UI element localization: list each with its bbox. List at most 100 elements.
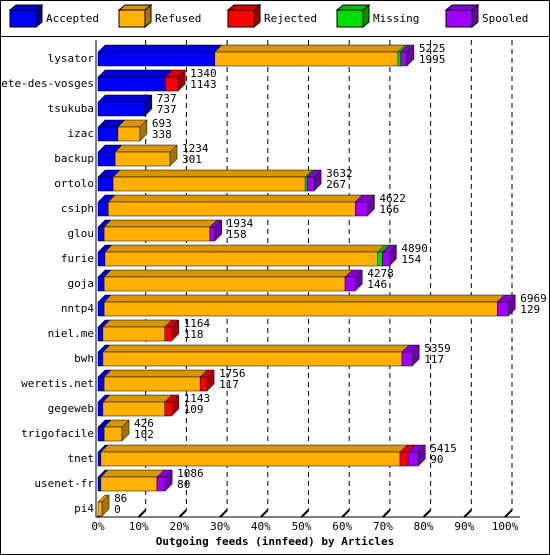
data-label: 4622 [379, 192, 406, 205]
data-label: 6969 [520, 292, 547, 305]
bar [97, 376, 105, 392]
data-label: 118 [184, 328, 204, 341]
x-tick-label: 0% [91, 520, 105, 533]
bar [97, 51, 216, 67]
data-label: 90 [430, 453, 443, 466]
x-tick-label: 70% [373, 520, 393, 533]
y-tick-label: bete-des-vosges [0, 77, 94, 90]
x-tick [178, 509, 188, 518]
data-label: 1164 [184, 317, 211, 330]
data-label: 0 [114, 503, 121, 516]
bar [103, 226, 211, 242]
x-tick [382, 509, 391, 518]
data-label: 1086 [177, 467, 204, 480]
bar [97, 251, 106, 267]
bar [114, 151, 171, 167]
legend-label: Missing [373, 12, 419, 25]
legend-label: Refused [155, 12, 201, 25]
bar [97, 301, 105, 317]
y-tick-label: nntp4 [61, 302, 94, 315]
data-label: 166 [379, 203, 399, 216]
x-tick [137, 509, 147, 518]
y-tick-label: usenet-fr [34, 477, 94, 490]
bar [97, 76, 166, 92]
bar [97, 176, 114, 192]
y-tick-label: goja [68, 277, 95, 290]
legend-swatch [445, 9, 473, 28]
bar [97, 226, 105, 242]
y-tick-label: izac [68, 127, 95, 140]
legend-swatch [118, 9, 146, 28]
bar [97, 426, 105, 442]
x-tick [504, 509, 513, 518]
data-label: 117 [424, 353, 444, 366]
data-label: 109 [184, 403, 204, 416]
bar-top [103, 269, 353, 278]
data-label: 158 [227, 228, 247, 241]
y-tick-label: niel.me [48, 327, 94, 340]
bar [103, 426, 123, 442]
bar-top [214, 44, 406, 53]
bar [399, 451, 409, 467]
data-label: 80 [177, 478, 190, 491]
x-tick-label: 10% [129, 520, 149, 533]
bar [344, 276, 356, 292]
x-tick [341, 509, 350, 518]
x-tick-label: 80% [414, 520, 434, 533]
bar-side [121, 419, 130, 442]
y-tick-label: csiph [61, 202, 94, 215]
bar [117, 126, 141, 142]
y-tick-label: weretis.net [21, 377, 94, 390]
bar-side [206, 369, 215, 392]
bar [97, 501, 103, 517]
bar [497, 301, 509, 317]
data-label: 338 [152, 128, 172, 141]
bar [97, 201, 109, 217]
bar-top [112, 169, 313, 178]
x-tick [219, 509, 228, 518]
bar-side [169, 144, 178, 167]
data-label: 693 [152, 117, 172, 130]
x-tick-label: 50% [292, 520, 312, 533]
y-tick-label: glou [68, 227, 95, 240]
bar [407, 451, 419, 467]
y-tick-label: pi4 [74, 502, 94, 515]
bar-side [144, 94, 153, 117]
bar-top [97, 44, 223, 53]
bar [97, 326, 104, 342]
data-label: 737 [157, 92, 177, 105]
data-label: 1340 [190, 67, 217, 80]
bar-side [214, 219, 223, 242]
data-label: 1143 [184, 392, 211, 405]
x-tick-label: 60% [332, 520, 352, 533]
bar-top [103, 294, 505, 303]
bar [104, 251, 378, 267]
bar [97, 101, 146, 117]
legend-swatch [227, 9, 255, 28]
bar [100, 451, 401, 467]
legend-label: Accepted [46, 12, 99, 25]
data-label: 1143 [190, 78, 217, 91]
y-tick-label: tnet [68, 452, 95, 465]
data-label: 737 [157, 103, 177, 116]
bar [102, 326, 165, 342]
bar [354, 201, 368, 217]
data-label: 4890 [401, 242, 428, 255]
bar-side [418, 444, 426, 467]
data-label: 3632 [326, 167, 353, 180]
bar-top [97, 94, 153, 103]
bar-top [100, 444, 408, 453]
bar [103, 376, 201, 392]
bar [102, 351, 403, 367]
bar-side [508, 294, 516, 317]
bar [401, 351, 413, 367]
bar [306, 176, 315, 192]
bar-top [102, 394, 173, 403]
y-tick-label: lysator [48, 52, 95, 65]
y-tick-label: trigofacile [21, 427, 94, 440]
bar [97, 476, 102, 492]
y-tick-label: ortolo [54, 177, 94, 190]
data-label: 1756 [219, 367, 246, 380]
bar-side [411, 344, 420, 367]
